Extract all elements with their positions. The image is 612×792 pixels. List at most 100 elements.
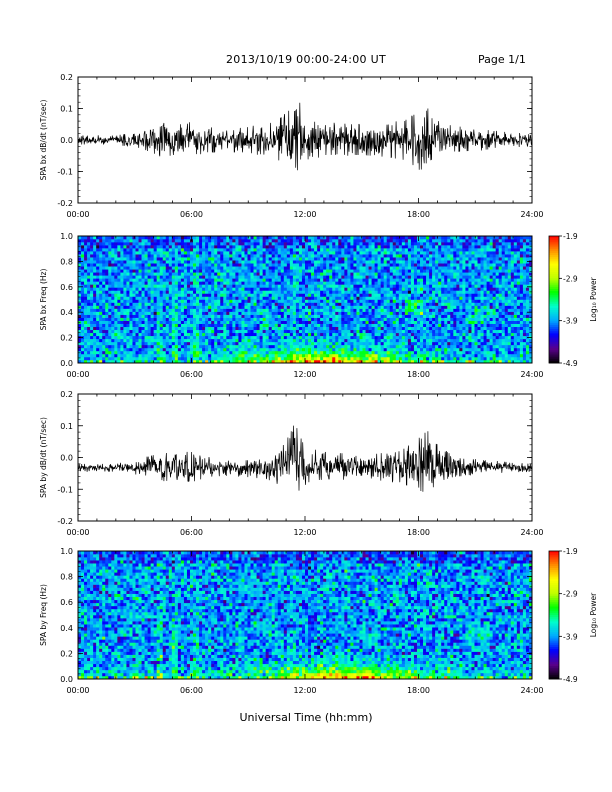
heatmap-cell [120,266,124,270]
heatmap-cell [271,284,276,288]
heatmap-cell [383,359,388,364]
heatmap-cell [308,284,312,288]
heatmap-cell [323,284,327,288]
heatmap-cell [96,272,100,276]
heatmap-cell [147,335,151,340]
heatmap-cell [326,317,330,321]
heatmap-cell [132,323,136,328]
heatmap-cell [362,341,366,346]
heatmap-cell [407,302,412,306]
heatmap-cell [368,254,372,258]
heatmap-cell [350,359,354,364]
heatmap-cell [338,266,342,270]
heatmap-cell [305,335,309,340]
heatmap-cell [81,350,85,355]
heatmap-cell [389,341,394,346]
heatmap-cell [117,350,121,355]
heatmap-cell [87,320,91,324]
heatmap-cell [274,305,279,309]
heatmap-cell [259,248,263,252]
heatmap-cell [111,278,115,282]
heatmap-cell [93,359,97,364]
heatmap-cell [132,329,136,334]
heatmap-cell [420,356,424,361]
heatmap-cell [183,266,188,270]
heatmap-cell [232,272,236,276]
heatmap-cell [404,359,409,364]
heatmap-cell [268,317,273,321]
heatmap-cell [259,347,263,352]
heatmap-cell [180,332,185,337]
heatmap-cell [386,320,391,324]
heatmap-cell [214,284,218,288]
heatmap-cell [410,257,415,261]
heatmap-cell [174,257,179,261]
heatmap-cell [350,278,354,282]
heatmap-cell [156,284,161,288]
heatmap-cell [413,290,418,294]
heatmap-cell [395,332,400,337]
heatmap-cell [401,305,406,309]
heatmap-cell [320,263,324,267]
heatmap-cell [311,359,315,364]
heatmap-cell [344,287,348,291]
heatmap-cell [223,320,227,324]
heatmap-cell [395,239,400,243]
heatmap-cell [256,323,260,328]
heatmap-cell [223,281,227,285]
heatmap-cell [423,359,427,364]
heatmap-cell [220,353,224,358]
heatmap-cell [81,266,85,270]
heatmap-cell [265,314,269,318]
heatmap-cell [347,341,351,346]
heatmap-cell [277,302,282,306]
heatmap-cell [235,275,239,279]
heatmap-cell [180,326,185,331]
heatmap-cell [410,308,415,312]
heatmap-cell [141,320,145,324]
heatmap-cell [377,296,381,300]
heatmap-cell [329,284,333,288]
heatmap-cell [247,287,251,291]
heatmap-cell [84,287,88,291]
heatmap-cell [208,326,212,331]
heatmap-cell [247,305,251,309]
heatmap-cell [217,332,221,337]
heatmap-cell [99,311,103,315]
heatmap-cell [202,260,206,264]
heatmap-cell [395,266,400,270]
heatmap-cell [250,257,254,261]
heatmap-cell [256,293,260,297]
heatmap-cell [147,236,151,240]
heatmap-cell [250,275,254,279]
heatmap-cell [78,344,82,349]
heatmap-cell [250,254,254,258]
heatmap-cell [371,305,375,309]
heatmap-cell [341,308,345,312]
heatmap-cell [292,278,297,282]
heatmap-cell [377,320,381,324]
heatmap-cell [193,263,197,267]
heatmap-cell [177,350,182,355]
heatmap-cell [196,347,200,352]
heatmap-cell [147,311,151,315]
heatmap-cell [401,248,406,252]
heatmap-cell [111,308,115,312]
heatmap-cell [168,347,173,352]
heatmap-cell [413,317,418,321]
heatmap-cell [308,278,312,282]
heatmap-cell [126,293,130,297]
heatmap-cell [413,236,418,240]
heatmap-cell [150,293,154,297]
heatmap-cell [244,314,248,318]
heatmap-cell [277,284,282,288]
heatmap-cell [196,299,200,303]
heatmap-cell [232,284,236,288]
heatmap-cell [301,239,306,243]
heatmap-cell [256,275,260,279]
heatmap-cell [196,359,200,364]
heatmap-cell [308,311,312,315]
heatmap-cell [180,305,185,309]
heatmap-cell [196,311,200,315]
heatmap-cell [153,299,157,303]
